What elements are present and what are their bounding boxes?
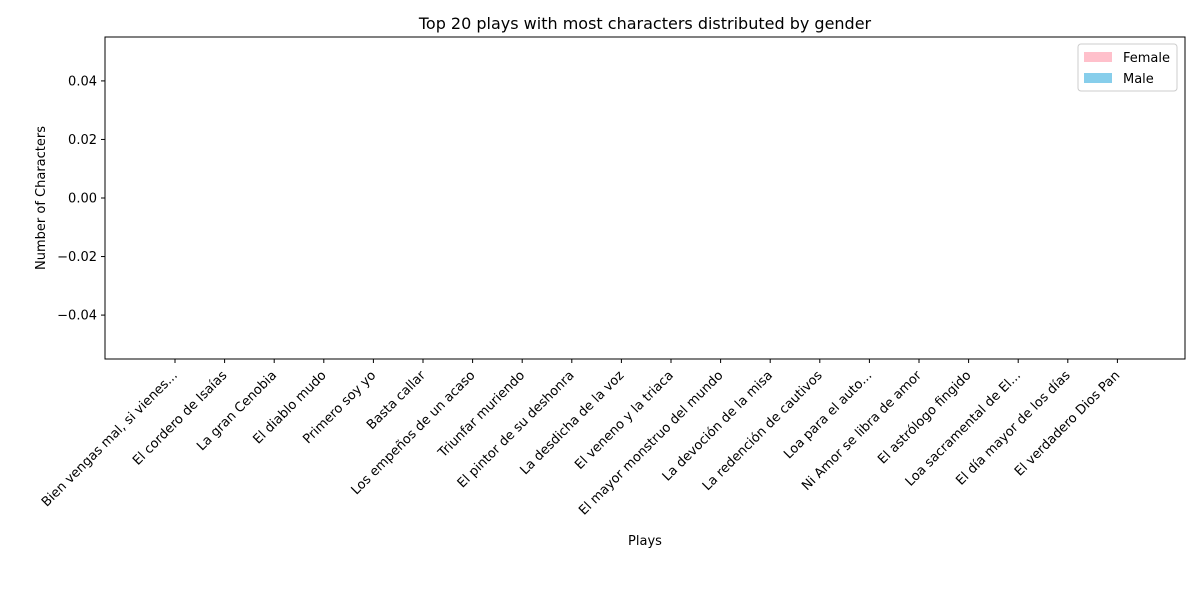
y-tick-label: −0.04 <box>57 309 97 324</box>
x-tick-label: Triunfar muriendo <box>435 368 528 461</box>
y-tick-label: −0.02 <box>57 250 97 265</box>
legend-swatch-female <box>1084 52 1112 62</box>
x-tick-label: El verdadero Dios Pan <box>1012 368 1123 479</box>
plot-frame <box>104 36 1186 360</box>
legend: Female Male <box>1077 43 1178 92</box>
x-tick-label: El cordero de Isaías <box>130 368 230 468</box>
x-tick-label: Loa para el auto... <box>781 368 875 462</box>
x-tick-label: El veneno y la triaca <box>572 368 677 473</box>
y-axis-ticks: 0.04 0.02 0.00 −0.02 −0.04 <box>57 74 105 324</box>
y-tick-label: 0.00 <box>68 192 97 207</box>
plot-area <box>104 36 1186 360</box>
legend-swatch-male <box>1084 73 1112 83</box>
legend-label-female: Female <box>1123 51 1170 66</box>
x-axis-ticks: Bien vengas mal, si vienes...El cordero … <box>39 359 1123 518</box>
x-tick-label: El astrólogo fingido <box>875 368 974 467</box>
legend-label-male: Male <box>1123 72 1154 87</box>
x-axis-label: Plays <box>628 534 662 549</box>
y-tick-label: 0.04 <box>68 74 97 89</box>
y-tick-label: 0.02 <box>68 133 97 148</box>
chart-title: Top 20 plays with most characters distri… <box>418 14 872 33</box>
y-axis-label: Number of Characters <box>34 126 49 270</box>
